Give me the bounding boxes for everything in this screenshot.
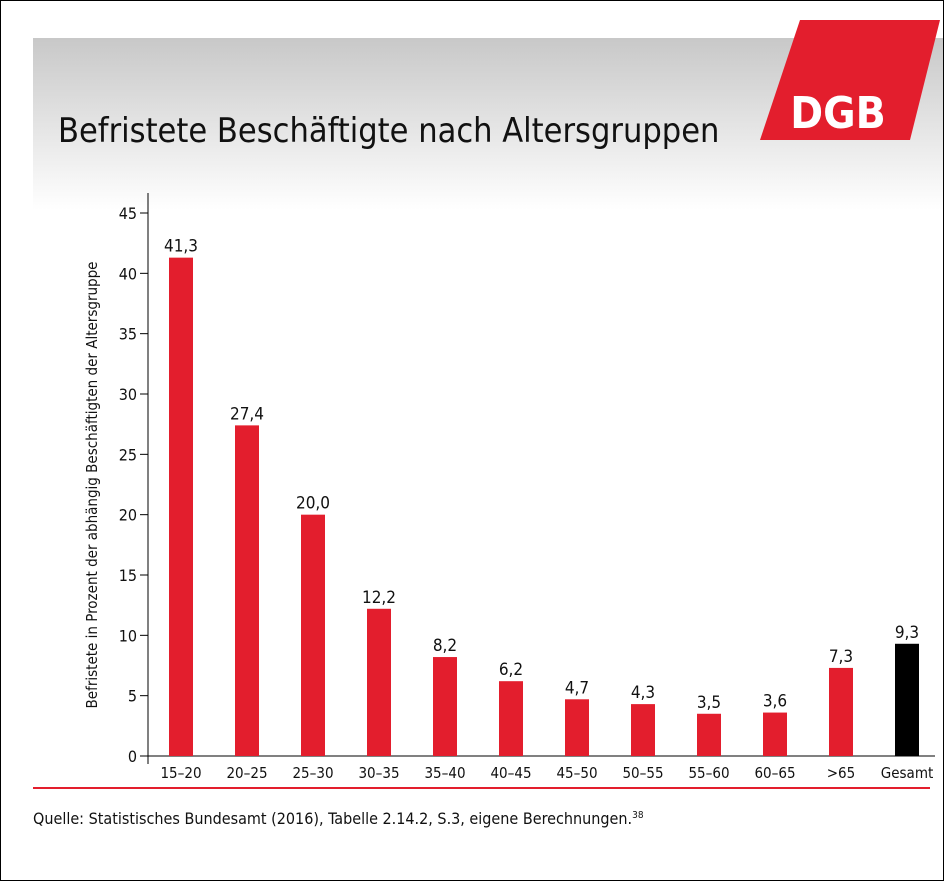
- value-label: 27,4: [230, 404, 264, 424]
- x-tick-label: 60–65: [754, 764, 795, 782]
- bar: [895, 643, 919, 756]
- x-tick-label: 20–25: [226, 764, 267, 782]
- y-tick-label: 10: [119, 626, 137, 645]
- logo-shape: [760, 20, 940, 140]
- x-tick-label: Gesamt: [881, 764, 934, 782]
- source-text: Quelle: Statistisches Bundesamt (2016), …: [33, 809, 632, 828]
- y-tick-label: 15: [119, 566, 137, 585]
- y-tick-label: 20: [119, 506, 137, 525]
- value-label: 4,7: [565, 678, 589, 698]
- x-tick-label: >65: [827, 764, 855, 782]
- bar: [499, 681, 523, 756]
- value-label: 3,6: [763, 692, 787, 712]
- y-axis-label: Befristete in Prozent der abhängig Besch…: [83, 262, 101, 709]
- y-tick-label: 40: [119, 264, 137, 283]
- bar: [301, 514, 325, 756]
- y-tick-label: 45: [119, 204, 137, 223]
- x-tick-label: 15–20: [160, 764, 201, 782]
- bar: [631, 704, 655, 756]
- value-label: 6,2: [499, 660, 523, 680]
- y-tick-label: 25: [119, 445, 137, 464]
- value-label: 41,3: [164, 237, 198, 257]
- value-label: 12,2: [362, 588, 396, 608]
- x-tick-label: 55–60: [688, 764, 729, 782]
- x-tick-label: 50–55: [622, 764, 663, 782]
- y-tick-label: 30: [119, 385, 137, 404]
- footnote: 38: [632, 810, 644, 821]
- bar: [367, 608, 391, 756]
- value-label: 3,5: [697, 693, 721, 713]
- logo-text: DGB: [790, 88, 886, 139]
- x-tick-label: 45–50: [556, 764, 597, 782]
- value-label: 9,3: [895, 623, 919, 643]
- value-label: 7,3: [829, 647, 853, 667]
- bar: [433, 657, 457, 756]
- source: Quelle: Statistisches Bundesamt (2016), …: [33, 809, 644, 828]
- chart-title: Befristete Beschäftigte nach Altersgrupp…: [58, 111, 719, 151]
- y-tick-label: 35: [119, 325, 137, 344]
- value-label: 4,3: [631, 683, 655, 703]
- x-tick-label: 30–35: [358, 764, 399, 782]
- bar: [565, 699, 589, 756]
- x-tick-label: 40–45: [490, 764, 531, 782]
- value-label: 8,2: [433, 636, 457, 656]
- x-tick-label: 25–30: [292, 764, 333, 782]
- bar: [829, 667, 853, 756]
- y-tick-label: 0: [128, 747, 137, 766]
- x-tick-label: 35–40: [424, 764, 465, 782]
- bar: [697, 713, 721, 756]
- bar: [169, 257, 193, 756]
- bar: [763, 712, 787, 756]
- y-tick-label: 5: [128, 687, 137, 706]
- value-label: 20,0: [296, 494, 330, 514]
- bar: [235, 425, 259, 756]
